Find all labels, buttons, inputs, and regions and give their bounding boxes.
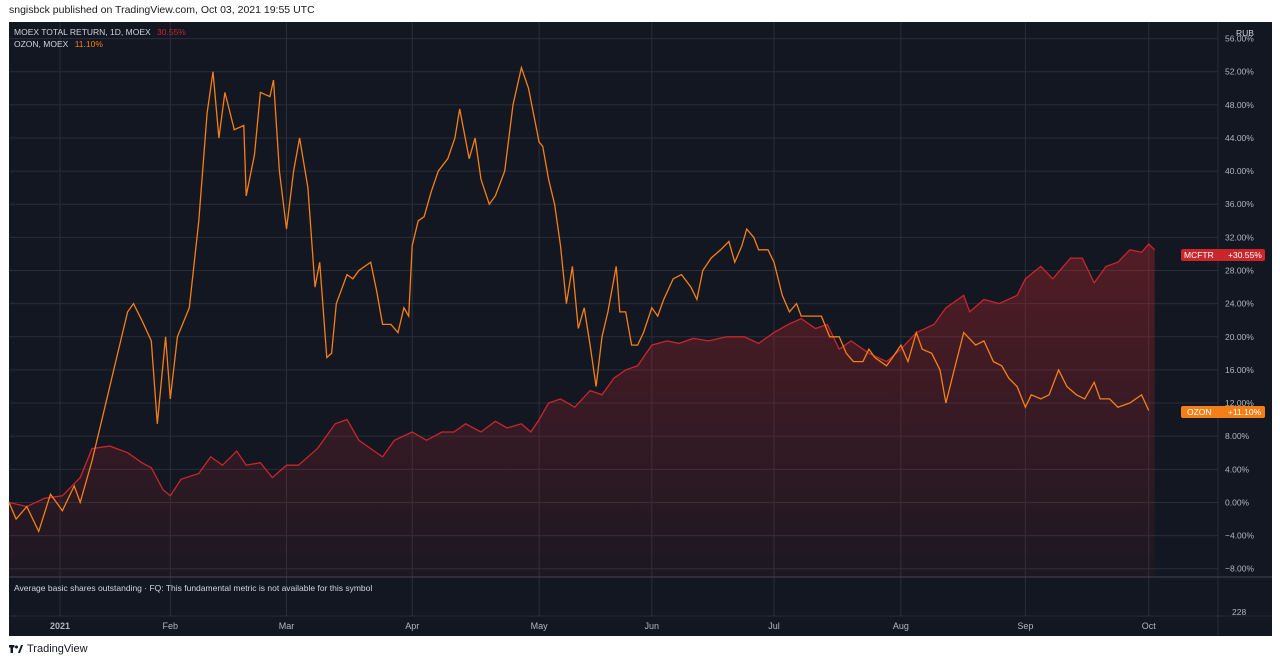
y-tick-label: 12.00% bbox=[1225, 398, 1254, 408]
svg-text:MOEX TOTAL RETURN, 1D, MOEX: MOEX TOTAL RETURN, 1D, MOEX 30.55% bbox=[14, 27, 186, 37]
price-label-ozon-ticker: OZON bbox=[1187, 407, 1212, 417]
y-tick-label: 24.00% bbox=[1225, 299, 1254, 309]
y-tick-label: 28.00% bbox=[1225, 266, 1254, 276]
price-label-ozon-value: +11.10% bbox=[1228, 407, 1262, 417]
y-tick-label: 52.00% bbox=[1225, 67, 1254, 77]
y-tick-label: 36.00% bbox=[1225, 199, 1254, 209]
indicator-pane-message: Average basic shares outstanding · FQ: T… bbox=[14, 583, 372, 593]
x-tick-label: Oct bbox=[1142, 621, 1157, 631]
legend: MOEX TOTAL RETURN, 1D, MOEX 30.55% OZON,… bbox=[14, 27, 186, 49]
price-label-mcftr-value: +30.55% bbox=[1228, 250, 1262, 260]
price-axis[interactable]: 56.00% 52.00% 48.00% 44.00% 40.00% 36.00% 32.0… bbox=[1225, 34, 1255, 574]
x-tick-label: Apr bbox=[405, 621, 419, 631]
legend-item-ozon-name: OZON, MOEX bbox=[14, 39, 69, 49]
y-tick-label: 48.00% bbox=[1225, 100, 1254, 110]
legend-item-mcftr-name: MOEX TOTAL RETURN, 1D, MOEX bbox=[14, 27, 151, 37]
y-tick-label: −4.00% bbox=[1225, 531, 1255, 541]
mcftr-area-fill bbox=[9, 244, 1155, 577]
price-label-ozon-bg bbox=[1181, 406, 1265, 418]
y-tick-label: 16.00% bbox=[1225, 365, 1254, 375]
price-label-mcftr-ticker: MCFTR bbox=[1184, 250, 1214, 260]
x-tick-label: Sep bbox=[1017, 621, 1033, 631]
x-tick-label: Feb bbox=[163, 621, 179, 631]
x-tick-label: 2021 bbox=[50, 621, 70, 631]
x-tick-label: May bbox=[531, 621, 549, 631]
svg-text:OZON, MOEX 11.10%: OZON, MOEX 11.10% bbox=[14, 39, 103, 49]
footer-brand[interactable]: TradingView bbox=[27, 643, 88, 655]
y-tick-label: 0.00% bbox=[1225, 497, 1250, 507]
comparison-chart[interactable]: 56.00% 52.00% 48.00% 44.00% 40.00% 36.00% 32.0… bbox=[0, 0, 1280, 640]
y-tick-label: 8.00% bbox=[1225, 431, 1250, 441]
price-label-mcftr-bg bbox=[1181, 249, 1265, 261]
y-tick-label: 4.00% bbox=[1225, 464, 1250, 474]
mcftr-series-line[interactable] bbox=[8, 243, 1156, 508]
x-tick-label: Aug bbox=[893, 621, 909, 631]
tradingview-logo-icon[interactable] bbox=[9, 644, 23, 654]
y-tick-label: 44.00% bbox=[1225, 133, 1254, 143]
y-tick-label: 40.00% bbox=[1225, 166, 1254, 176]
currency-label: RUB bbox=[1236, 28, 1254, 38]
published-by-text: sngisbck published on TradingView.com, O… bbox=[9, 4, 315, 16]
price-label-ozon: OZON +11.10% bbox=[1181, 406, 1265, 418]
y-tick-label: 20.00% bbox=[1225, 332, 1254, 342]
footer: TradingView bbox=[9, 643, 88, 655]
y-tick-label: 32.00% bbox=[1225, 232, 1254, 242]
legend-item-ozon-value: 11.10% bbox=[75, 39, 104, 49]
ozon-series-line[interactable] bbox=[8, 65, 1150, 534]
x-tick-label: Jun bbox=[645, 621, 660, 631]
y-tick-label: −8.00% bbox=[1225, 564, 1255, 574]
x-tick-label: Mar bbox=[279, 621, 295, 631]
x-tick-label: Jul bbox=[768, 621, 780, 631]
time-axis[interactable]: 2021 Feb Mar Apr May Jun Jul Aug Sep Oct bbox=[50, 621, 1156, 631]
indicator-pane-axis-label: 228 bbox=[1232, 607, 1246, 617]
legend-item-mcftr-value: 30.55% bbox=[157, 27, 186, 37]
y-tick-label: 56.00% bbox=[1225, 34, 1254, 44]
price-label-mcftr: MCFTR +30.55% bbox=[1181, 249, 1265, 261]
